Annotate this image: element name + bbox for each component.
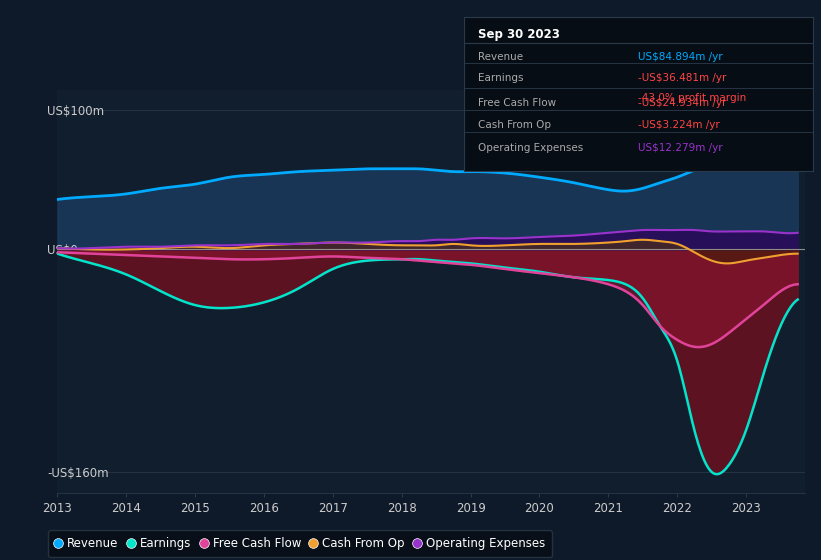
Text: Cash From Op: Cash From Op: [478, 120, 551, 130]
Text: -43.0% profit margin: -43.0% profit margin: [639, 94, 746, 104]
Text: Free Cash Flow: Free Cash Flow: [478, 98, 556, 108]
Text: Operating Expenses: Operating Expenses: [478, 143, 583, 153]
Legend: Revenue, Earnings, Free Cash Flow, Cash From Op, Operating Expenses: Revenue, Earnings, Free Cash Flow, Cash …: [48, 530, 553, 557]
Text: Revenue: Revenue: [478, 52, 523, 62]
Text: -US$3.224m /yr: -US$3.224m /yr: [639, 120, 720, 130]
Text: US$84.894m /yr: US$84.894m /yr: [639, 52, 723, 62]
Text: -US$24.934m /yr: -US$24.934m /yr: [639, 98, 727, 108]
Text: Earnings: Earnings: [478, 73, 523, 83]
Text: -US$36.481m /yr: -US$36.481m /yr: [639, 73, 727, 83]
Text: Sep 30 2023: Sep 30 2023: [478, 27, 560, 40]
Text: US$12.279m /yr: US$12.279m /yr: [639, 143, 723, 153]
